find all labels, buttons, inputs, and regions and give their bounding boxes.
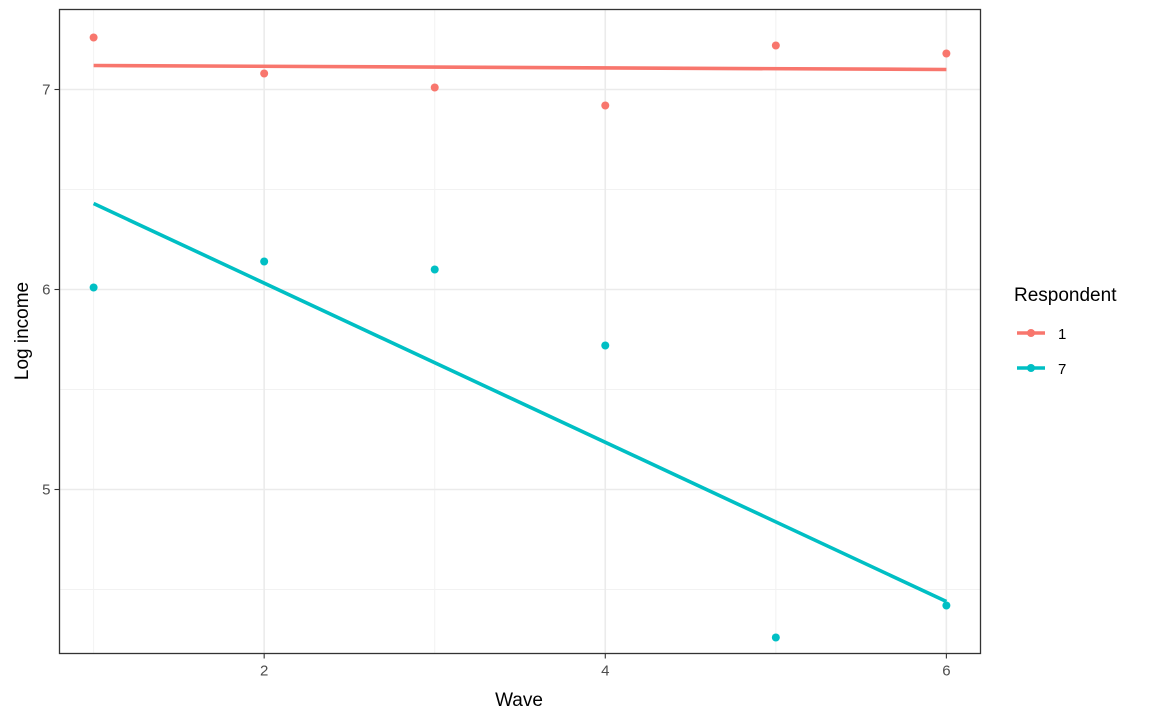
legend-key-point xyxy=(1027,364,1035,372)
x-axis-title: Wave xyxy=(495,690,543,711)
plot-border xyxy=(58,8,982,655)
legend: Respondent 17 xyxy=(1014,285,1117,378)
data-point-series-7 xyxy=(430,265,439,274)
legend-key-point xyxy=(1027,329,1035,337)
x-tick-label: 4 xyxy=(601,663,609,680)
data-point-series-1 xyxy=(260,69,269,78)
fit-layer xyxy=(92,63,948,604)
data-point-series-7 xyxy=(260,257,269,266)
fit-line-series-1 xyxy=(93,63,947,72)
data-point-series-1 xyxy=(89,33,98,42)
data-point-series-7 xyxy=(942,601,951,610)
legend-title: Respondent xyxy=(1014,285,1117,306)
data-point-series-1 xyxy=(601,101,610,110)
data-point-series-1 xyxy=(430,83,439,92)
grid-layer xyxy=(59,9,981,654)
data-point-series-7 xyxy=(771,633,780,642)
y-tick-label: 6 xyxy=(42,282,50,299)
tick-layer: 2 4 6 5 6 7 xyxy=(42,82,950,680)
point-layer xyxy=(89,33,951,642)
data-point-series-7 xyxy=(89,283,98,292)
data-point-series-1 xyxy=(942,49,951,58)
y-tick-label: 5 xyxy=(42,482,50,499)
data-point-series-1 xyxy=(771,41,780,50)
fit-line-series-7 xyxy=(92,201,948,604)
legend-label: 1 xyxy=(1058,326,1066,343)
x-tick-label: 6 xyxy=(942,663,950,680)
y-tick-label: 7 xyxy=(42,82,50,99)
data-point-series-7 xyxy=(601,341,610,350)
y-axis-title: Log income xyxy=(12,282,33,380)
legend-label: 7 xyxy=(1058,361,1066,378)
legend-items: 17 xyxy=(1017,326,1066,378)
x-tick-label: 2 xyxy=(260,663,268,680)
